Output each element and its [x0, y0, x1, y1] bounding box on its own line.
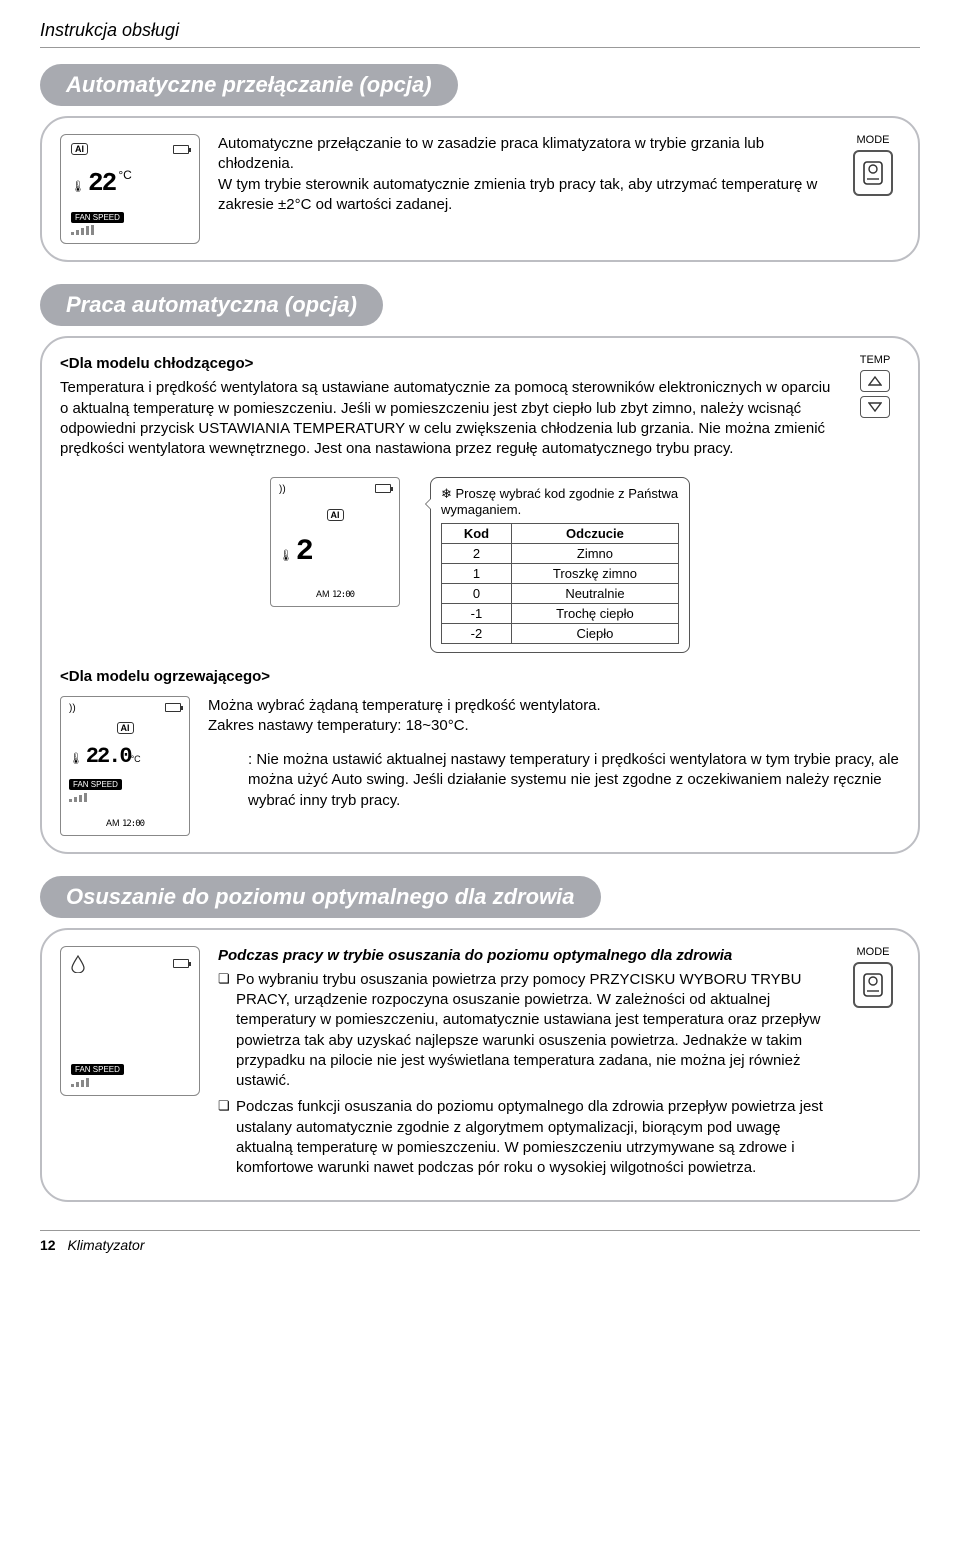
section3-bullets: Po wybraniu trybu osuszania powietrza pr… — [218, 970, 828, 1179]
kod-code: 0 — [442, 584, 512, 604]
thermometer-icon: 🌡 — [71, 181, 85, 193]
section2-subhead: <Dla modelu chłodzącego> — [60, 354, 832, 374]
footer-doc-title: Klimatyzator — [67, 1237, 144, 1253]
wifi-icon: )) — [69, 703, 76, 714]
kod-feel: Zimno — [511, 544, 678, 564]
battery-icon — [165, 703, 181, 712]
section2-para: Temperatura i prędkość wentylatora są us… — [60, 378, 832, 459]
time-value: 12:00 — [122, 819, 144, 829]
triangle-up-icon — [868, 376, 882, 386]
remote-display-4: FAN SPEED — [60, 946, 200, 1096]
fan-speed-label: FAN SPEED — [69, 779, 122, 790]
temp-value: 22 — [88, 168, 115, 198]
temp-up-button[interactable] — [860, 370, 890, 392]
mode-button-block-1: MODE — [846, 134, 900, 196]
mode-icon — [861, 159, 885, 187]
kod-feel: Trochę ciepło — [511, 604, 678, 624]
remote-display-3: )) AI 🌡 22.0°C FAN SPEED AM — [60, 696, 190, 836]
mode-icon — [861, 971, 885, 999]
code-table: Kod Odczucie 2Zimno 1Troszkę zimno 0Neut… — [441, 523, 679, 644]
temp-unit: °C — [131, 754, 141, 764]
drop-icon — [71, 955, 85, 973]
fan-speed-label: FAN SPEED — [71, 1064, 124, 1075]
section2-para3: : Nie można ustawić aktualnej nastawy te… — [208, 750, 900, 811]
fan-speed-bars — [71, 225, 189, 235]
kod-feel: Ciepło — [511, 624, 678, 644]
page-number: 12 — [40, 1237, 56, 1253]
table-row: 1Troszkę zimno — [442, 564, 679, 584]
mode-button[interactable] — [853, 962, 893, 1008]
time-value: 12:00 — [332, 590, 354, 600]
table-row: 2Zimno — [442, 544, 679, 564]
mode-label: MODE — [846, 946, 900, 958]
section1-body: Automatyczne przełączanie to w zasadzie … — [218, 134, 828, 215]
battery-icon — [173, 959, 189, 968]
speech-lead: ❄ Proszę wybrać kod zgodnie z Państwa wy… — [441, 486, 679, 517]
temp-down-button[interactable] — [860, 396, 890, 418]
table-row: -2Ciepło — [442, 624, 679, 644]
section2-para2: Można wybrać żądaną temperaturę i prędko… — [208, 696, 900, 737]
battery-icon — [375, 484, 391, 493]
ai-badge: AI — [71, 143, 88, 155]
temp-label: TEMP — [850, 354, 900, 366]
temp-value: 22.0 — [86, 744, 131, 769]
section3-title: Osuszanie do poziomu optymalnego dla zdr… — [40, 876, 601, 918]
code-value: 2 — [296, 535, 312, 569]
table-row: -1Trochę ciepło — [442, 604, 679, 624]
kod-header-code: Kod — [442, 524, 512, 544]
ai-badge: AI — [117, 722, 134, 734]
table-row: 0Neutralnie — [442, 584, 679, 604]
kod-feel: Troszkę zimno — [511, 564, 678, 584]
temp-unit: °C — [118, 168, 131, 182]
page-footer: 12 Klimatyzator — [40, 1230, 920, 1253]
code-speech-bubble: ❄ Proszę wybrać kod zgodnie z Państwa wy… — [430, 477, 690, 653]
section2-card: <Dla modelu chłodzącego> Temperatura i p… — [40, 336, 920, 854]
time-prefix: AM — [316, 589, 330, 599]
kod-code: -2 — [442, 624, 512, 644]
battery-icon — [173, 145, 189, 154]
thermometer-icon: 🌡 — [279, 550, 293, 562]
remote-display-1: AI 🌡 22 °C FAN SPEED — [60, 134, 200, 244]
list-item: Po wybraniu trybu osuszania powietrza pr… — [218, 970, 828, 1092]
fan-speed-label: FAN SPEED — [71, 212, 124, 223]
section1-title: Automatyczne przełączanie (opcja) — [40, 64, 458, 106]
page-header: Instrukcja obsługi — [40, 20, 920, 48]
section2-title: Praca automatyczna (opcja) — [40, 284, 383, 326]
fan-speed-bars — [69, 792, 181, 802]
kod-code: -1 — [442, 604, 512, 624]
kod-code: 1 — [442, 564, 512, 584]
fan-speed-bars — [71, 1077, 189, 1087]
thermometer-icon: 🌡 — [69, 753, 83, 765]
mode-button[interactable] — [853, 150, 893, 196]
temp-button-block: TEMP — [850, 354, 900, 422]
mode-label: MODE — [846, 134, 900, 146]
wifi-icon: )) — [279, 484, 286, 495]
section3-card: FAN SPEED Podczas pracy w trybie osuszan… — [40, 928, 920, 1203]
time-prefix: AM — [106, 818, 120, 828]
ai-badge: AI — [327, 509, 344, 521]
section1-card: AI 🌡 22 °C FAN SPEED Automatyczne przełą… — [40, 116, 920, 262]
mode-button-block-3: MODE — [846, 946, 900, 1008]
kod-code: 2 — [442, 544, 512, 564]
section3-subhead: Podczas pracy w trybie osuszania do pozi… — [218, 946, 828, 966]
section2-subhead2: <Dla modelu ogrzewającego> — [60, 667, 900, 687]
kod-header-feel: Odczucie — [511, 524, 678, 544]
remote-display-2: )) AI 🌡 2 AM 12:00 — [270, 477, 400, 607]
triangle-down-icon — [868, 402, 882, 412]
list-item: Podczas funkcji osuszania do poziomu opt… — [218, 1097, 828, 1178]
kod-feel: Neutralnie — [511, 584, 678, 604]
